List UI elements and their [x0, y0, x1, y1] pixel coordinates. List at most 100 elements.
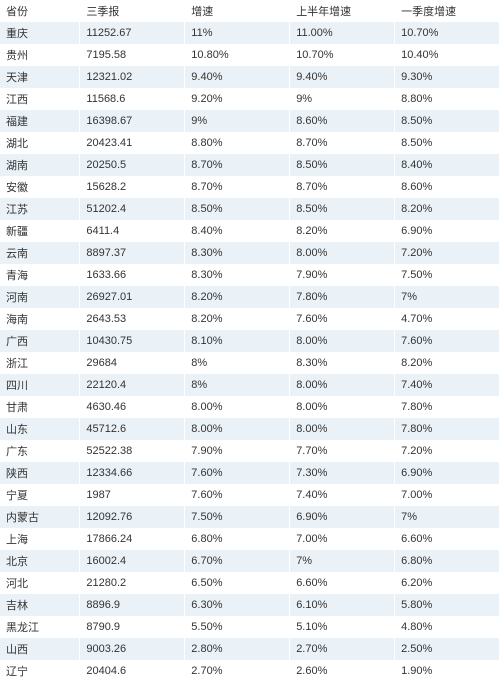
table-row: 安徽15628.28.70%8.70%8.60%	[0, 176, 500, 198]
table-cell: 11.00%	[290, 22, 395, 44]
table-row: 甘肃4630.468.00%8.00%7.80%	[0, 396, 500, 418]
table-cell: 10.70%	[395, 22, 500, 44]
table-cell: 45712.6	[80, 418, 185, 440]
table-cell: 安徽	[0, 176, 80, 198]
table-cell: 吉林	[0, 594, 80, 616]
table-cell: 新疆	[0, 220, 80, 242]
table-cell: 7.60%	[290, 308, 395, 330]
table-cell: 四川	[0, 374, 80, 396]
table-cell: 8.20%	[185, 308, 290, 330]
table-cell: 福建	[0, 110, 80, 132]
table-cell: 22120.4	[80, 374, 185, 396]
col-header-province: 省份	[0, 0, 80, 22]
table-cell: 8.70%	[290, 176, 395, 198]
table-cell: 黑龙江	[0, 616, 80, 638]
table-cell: 20404.6	[80, 660, 185, 682]
table-cell: 山西	[0, 638, 80, 660]
table-cell: 8.20%	[185, 286, 290, 308]
table-cell: 江苏	[0, 198, 80, 220]
table-cell: 7.80%	[395, 396, 500, 418]
table-cell: 7.30%	[290, 462, 395, 484]
table-cell: 6.20%	[395, 572, 500, 594]
table-cell: 12092.76	[80, 506, 185, 528]
col-header-h1-growth: 上半年增速	[290, 0, 395, 22]
col-header-q1-growth: 一季度增速	[395, 0, 500, 22]
table-cell: 6.50%	[185, 572, 290, 594]
table-row: 辽宁20404.62.70%2.60%1.90%	[0, 660, 500, 682]
table-cell: 河北	[0, 572, 80, 594]
table-cell: 11568.6	[80, 88, 185, 110]
table-cell: 10.40%	[395, 44, 500, 66]
table-row: 吉林8896.96.30%6.10%5.80%	[0, 594, 500, 616]
table-cell: 上海	[0, 528, 80, 550]
table-cell: 17866.24	[80, 528, 185, 550]
table-cell: 8.30%	[290, 352, 395, 374]
table-row: 山西9003.262.80%2.70%2.50%	[0, 638, 500, 660]
table-cell: 江西	[0, 88, 80, 110]
table-cell: 8.80%	[395, 88, 500, 110]
table-cell: 9003.26	[80, 638, 185, 660]
table-cell: 8.00%	[185, 396, 290, 418]
table-row: 四川22120.48%8.00%7.40%	[0, 374, 500, 396]
data-table: 省份 三季报 增速 上半年增速 一季度增速 重庆11252.6711%11.00…	[0, 0, 500, 682]
table-cell: 8%	[185, 374, 290, 396]
table-cell: 6.90%	[395, 220, 500, 242]
table-row: 贵州7195.5810.80%10.70%10.40%	[0, 44, 500, 66]
table-cell: 宁夏	[0, 484, 80, 506]
table-cell: 重庆	[0, 22, 80, 44]
table-cell: 52522.38	[80, 440, 185, 462]
table-row: 福建16398.679%8.60%8.50%	[0, 110, 500, 132]
table-cell: 8.40%	[395, 154, 500, 176]
table-cell: 8.70%	[185, 154, 290, 176]
table-cell: 8.30%	[185, 242, 290, 264]
table-cell: 海南	[0, 308, 80, 330]
table-cell: 9.30%	[395, 66, 500, 88]
table-cell: 8.80%	[185, 132, 290, 154]
table-cell: 15628.2	[80, 176, 185, 198]
table-cell: 9%	[290, 88, 395, 110]
table-cell: 5.50%	[185, 616, 290, 638]
table-cell: 2.70%	[290, 638, 395, 660]
table-cell: 8.30%	[185, 264, 290, 286]
table-cell: 9%	[185, 110, 290, 132]
table-cell: 2.50%	[395, 638, 500, 660]
table-cell: 北京	[0, 550, 80, 572]
table-cell: 5.10%	[290, 616, 395, 638]
table-cell: 10430.75	[80, 330, 185, 352]
table-cell: 26927.01	[80, 286, 185, 308]
table-cell: 7.60%	[395, 330, 500, 352]
table-cell: 8.20%	[395, 352, 500, 374]
table-cell: 7.70%	[290, 440, 395, 462]
table-cell: 8.60%	[290, 110, 395, 132]
table-cell: 8.40%	[185, 220, 290, 242]
table-row: 湖北20423.418.80%8.70%8.50%	[0, 132, 500, 154]
table-cell: 8.70%	[185, 176, 290, 198]
table-cell: 2.70%	[185, 660, 290, 682]
table-cell: 8.20%	[395, 198, 500, 220]
table-cell: 8.50%	[290, 154, 395, 176]
table-cell: 7.60%	[185, 484, 290, 506]
table-cell: 7.20%	[395, 242, 500, 264]
table-cell: 7.40%	[290, 484, 395, 506]
table-cell: 21280.2	[80, 572, 185, 594]
table-cell: 广西	[0, 330, 80, 352]
table-cell: 7.50%	[185, 506, 290, 528]
table-cell: 8.10%	[185, 330, 290, 352]
table-cell: 内蒙古	[0, 506, 80, 528]
table-cell: 2.60%	[290, 660, 395, 682]
table-cell: 8.00%	[290, 396, 395, 418]
table-cell: 8896.9	[80, 594, 185, 616]
table-cell: 6.90%	[395, 462, 500, 484]
table-body: 重庆11252.6711%11.00%10.70%贵州7195.5810.80%…	[0, 22, 500, 682]
table-cell: 4.70%	[395, 308, 500, 330]
table-row: 黑龙江8790.95.50%5.10%4.80%	[0, 616, 500, 638]
table-row: 广西10430.758.10%8.00%7.60%	[0, 330, 500, 352]
table-cell: 1633.66	[80, 264, 185, 286]
table-cell: 4.80%	[395, 616, 500, 638]
table-cell: 8.00%	[290, 418, 395, 440]
table-cell: 8.00%	[290, 374, 395, 396]
table-cell: 8.20%	[290, 220, 395, 242]
table-row: 浙江296848%8.30%8.20%	[0, 352, 500, 374]
table-cell: 6.80%	[185, 528, 290, 550]
table-cell: 6411.4	[80, 220, 185, 242]
